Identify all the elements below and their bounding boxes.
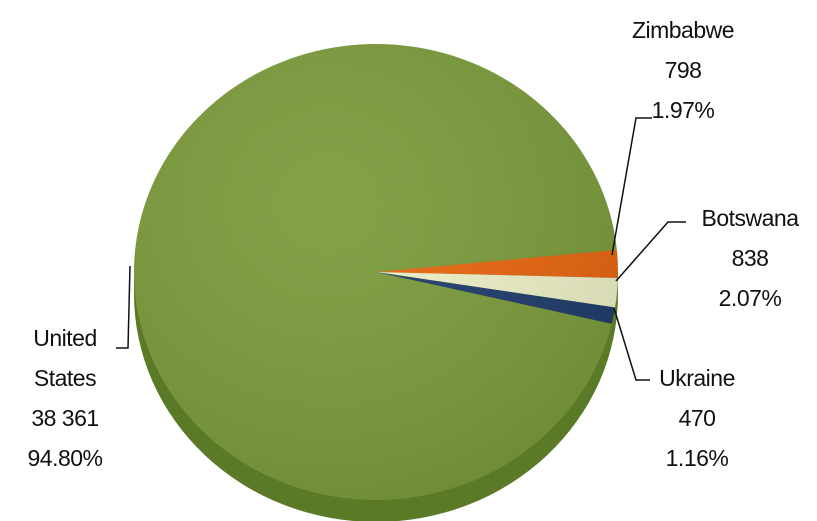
slice-value: 470 bbox=[678, 405, 716, 431]
leader-line bbox=[611, 117, 652, 256]
slice-percent: 2.07% bbox=[718, 285, 782, 311]
leader-line bbox=[613, 307, 650, 381]
slice-percent: 1.16% bbox=[665, 445, 729, 471]
pie bbox=[134, 43, 618, 521]
slice-value: 838 bbox=[731, 245, 769, 271]
slice-value: 38 361 bbox=[31, 405, 99, 431]
pie-shade bbox=[134, 44, 618, 500]
slice-value: 798 bbox=[664, 57, 702, 83]
slice-name: Ukraine bbox=[659, 365, 735, 391]
slice-label: Zimbabwe 798 1.97% bbox=[583, 10, 783, 130]
slice-name: Zimbabwe bbox=[631, 17, 735, 43]
leader-line bbox=[615, 221, 686, 282]
slice-percent: 1.97% bbox=[651, 97, 715, 123]
slice-name: United States bbox=[33, 325, 97, 391]
slice-label: Botswana 838 2.07% bbox=[650, 198, 817, 318]
slice-label: United States 38 361 94.80% bbox=[20, 318, 110, 478]
slice-name: Botswana bbox=[701, 205, 799, 231]
leader-line bbox=[116, 265, 131, 349]
slice-percent: 94.80% bbox=[27, 445, 103, 471]
slice-label: Ukraine 470 1.16% bbox=[597, 358, 797, 478]
